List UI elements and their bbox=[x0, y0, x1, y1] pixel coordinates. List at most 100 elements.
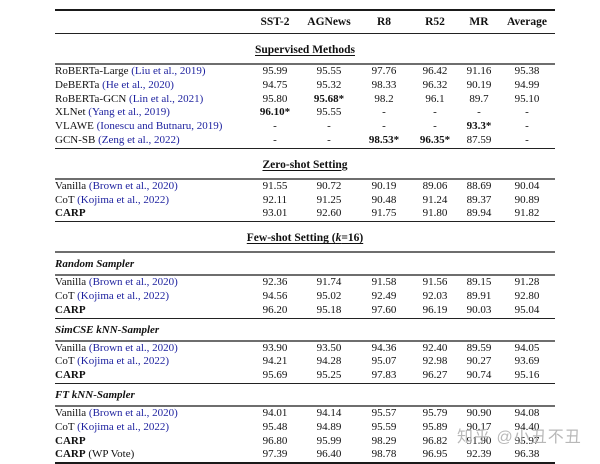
metric-value: 92.40 bbox=[422, 341, 448, 354]
table-row: Vanilla (Brown et al., 2020) 93.90 93.50 94… bbox=[55, 341, 555, 356]
subsection-header: SimCSE kNN-Sampler bbox=[55, 317, 555, 342]
column-header: SST-2 bbox=[249, 10, 301, 34]
metric-value: 91.90 bbox=[466, 434, 492, 447]
metric-value: 90.19 bbox=[466, 78, 492, 91]
table-row: CARP 93.01 92.60 91.75 91.80 89.94 91.82 bbox=[55, 207, 555, 221]
citation: (Liu et al., 2019) bbox=[131, 65, 206, 77]
table-row: CARP 95.69 95.25 97.83 96.27 90.74 95.16 bbox=[55, 369, 555, 383]
metric-value: 95.02 bbox=[316, 289, 342, 302]
metric-value: 95.89 bbox=[422, 420, 448, 433]
method-label: CoT (Kojima et al., 2022) bbox=[55, 420, 170, 433]
section-header: Few-shot Setting (k=16) bbox=[55, 221, 555, 254]
section-header-row: Few-shot Setting (k=16) bbox=[55, 221, 555, 254]
subsection-header-row: Random Sampler bbox=[55, 251, 555, 277]
metric-value: 91.25 bbox=[316, 193, 342, 206]
metric-value: - bbox=[273, 133, 277, 146]
metric-value: 94.01 bbox=[262, 406, 288, 419]
column-header: Average bbox=[499, 10, 555, 34]
method-label: CARP bbox=[55, 369, 86, 382]
metric-value: 98.29 bbox=[371, 434, 397, 447]
metric-value: 94.75 bbox=[262, 78, 288, 91]
metric-value: - bbox=[273, 120, 277, 133]
metric-value: 91.55 bbox=[262, 179, 288, 192]
metric-value: 90.90 bbox=[466, 406, 492, 419]
method-label: Vanilla (Brown et al., 2020) bbox=[55, 179, 178, 192]
table-row: XLNet (Yang et al., 2019) 96.10* 95.55 - - - - bbox=[55, 106, 555, 120]
metric-value: 90.03 bbox=[466, 303, 492, 316]
metric-value: 95.25 bbox=[316, 369, 342, 382]
citation: (Brown et al., 2020) bbox=[88, 341, 178, 354]
metric-value: - bbox=[525, 106, 529, 119]
citation: (He et al., 2020) bbox=[102, 78, 174, 91]
metric-value: 91.58 bbox=[371, 276, 397, 289]
citation: (Yang et al., 2019) bbox=[88, 106, 170, 119]
metric-value: 96.27 bbox=[422, 369, 448, 382]
citation: (Kojima et al., 2022) bbox=[77, 193, 170, 206]
table-row: RoBERTa-GCN (Lin et al., 2021) 95.80 95.68… bbox=[55, 93, 555, 107]
column-header: R52 bbox=[411, 10, 459, 34]
metric-value: 91.74 bbox=[316, 276, 342, 289]
metric-value: 89.91 bbox=[466, 289, 492, 302]
method-label: DeBERTa (He et al., 2020) bbox=[55, 78, 174, 91]
metric-value: 95.80 bbox=[262, 92, 288, 105]
section-title: Few-shot Setting (k=16) bbox=[246, 232, 364, 245]
metric-value: 95.18 bbox=[316, 303, 342, 316]
method-label: RoBERTa-Large (Liu et al., 2019) bbox=[55, 65, 206, 77]
metric-value: 91.75 bbox=[371, 207, 397, 220]
citation: (Kojima et al., 2022) bbox=[77, 289, 170, 302]
metric-value: 97.83 bbox=[371, 369, 397, 382]
metric-value: 87.59 bbox=[466, 133, 492, 146]
label-column-header bbox=[55, 10, 249, 34]
metric-value: 94.21 bbox=[262, 355, 288, 368]
method-label: Vanilla (Brown et al., 2020) bbox=[55, 341, 178, 354]
method-label: VLAWE (Ionescu and Butnaru, 2019) bbox=[55, 120, 223, 133]
table-row: RoBERTa-Large (Liu et al., 2019) 95.99 95.… bbox=[55, 64, 555, 79]
metric-value: 92.03 bbox=[422, 289, 448, 302]
metric-value: 95.55 bbox=[316, 106, 342, 119]
metric-value: 95.48 bbox=[262, 420, 288, 433]
metric-value: 95.07 bbox=[371, 355, 397, 368]
method-label: CARP bbox=[55, 434, 86, 447]
table-row: CARP 96.80 95.99 98.29 96.82 91.90 95.97 bbox=[55, 435, 555, 449]
subsection-header-row: SimCSE kNN-Sampler bbox=[55, 317, 555, 342]
metric-value: 93.69 bbox=[514, 355, 540, 368]
metric-value: 96.82 bbox=[422, 434, 448, 447]
method-label-suffix: (WP Vote) bbox=[85, 448, 135, 461]
citation: (Brown et al., 2020) bbox=[88, 179, 178, 192]
section-title: Supervised Methods bbox=[255, 44, 355, 56]
citation: (Kojima et al., 2022) bbox=[77, 355, 170, 368]
subsection-header: Random Sampler bbox=[55, 251, 555, 277]
metric-value: 95.99 bbox=[316, 434, 342, 447]
metric-value: 88.69 bbox=[466, 179, 492, 192]
metric-value: 94.89 bbox=[316, 420, 342, 433]
table-row: Vanilla (Brown et al., 2020) 92.36 91.74 91… bbox=[55, 275, 555, 290]
zhihu-watermark: 知乎 @小丑不丑 bbox=[457, 429, 582, 446]
citation: (Lin et al., 2021) bbox=[129, 92, 204, 105]
metric-value: 96.32 bbox=[422, 78, 448, 91]
metric-value: 95.97 bbox=[514, 434, 540, 447]
metric-value: 95.10 bbox=[514, 92, 540, 105]
metric-value: 90.04 bbox=[514, 179, 540, 192]
column-header: R8 bbox=[357, 10, 411, 34]
section-header: Zero-shot Setting bbox=[55, 147, 555, 180]
subsection-header: FT kNN-Sampler bbox=[55, 382, 555, 407]
section-header-row: Zero-shot Setting bbox=[55, 147, 555, 180]
metric-value: - bbox=[382, 106, 386, 119]
metric-value: 92.11 bbox=[262, 193, 288, 206]
section-header: Supervised Methods bbox=[55, 33, 555, 65]
metric-value: - bbox=[433, 106, 437, 119]
method-label: GCN-SB (Zeng et al., 2022) bbox=[55, 133, 180, 146]
metric-value: 90.27 bbox=[466, 355, 492, 368]
metric-value: 89.7 bbox=[469, 92, 489, 105]
metric-value: 95.57 bbox=[371, 406, 397, 419]
metric-value: 90.48 bbox=[371, 193, 397, 206]
metric-value: 96.20 bbox=[262, 303, 288, 316]
column-header: MR bbox=[459, 10, 499, 34]
metric-value: 94.05 bbox=[514, 341, 540, 354]
metric-value: 95.69 bbox=[262, 369, 288, 382]
metric-value: 97.60 bbox=[371, 303, 397, 316]
metric-value: 96.19 bbox=[422, 303, 448, 316]
column-header: AGNews bbox=[301, 10, 357, 34]
metric-value: 91.56 bbox=[422, 276, 448, 289]
citation: (Brown et al., 2020) bbox=[88, 276, 178, 289]
